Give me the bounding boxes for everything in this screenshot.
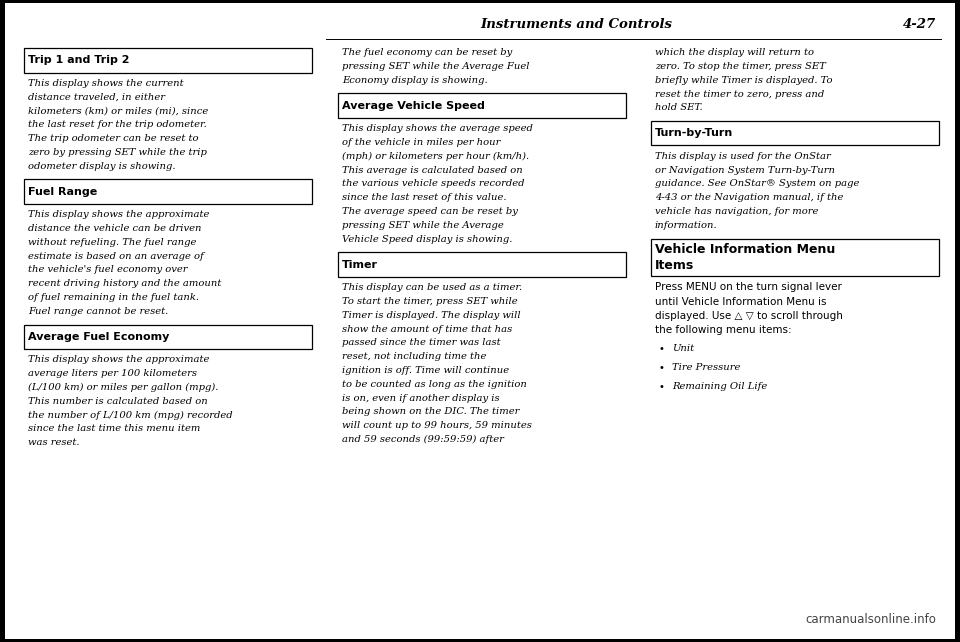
Text: Economy display is showing.: Economy display is showing. (342, 76, 488, 85)
Text: being shown on the DIC. The timer: being shown on the DIC. The timer (342, 407, 519, 417)
Text: This display is used for the OnStar: This display is used for the OnStar (655, 152, 830, 161)
Text: estimate is based on an average of: estimate is based on an average of (28, 252, 204, 261)
Text: Press MENU on the turn signal lever: Press MENU on the turn signal lever (655, 282, 842, 292)
Text: Vehicle Speed display is showing.: Vehicle Speed display is showing. (342, 234, 512, 244)
Text: average liters per 100 kilometers: average liters per 100 kilometers (28, 369, 197, 378)
Text: This display shows the approximate: This display shows the approximate (28, 355, 209, 365)
Text: briefly while Timer is displayed. To: briefly while Timer is displayed. To (655, 76, 832, 85)
Text: Average Vehicle Speed: Average Vehicle Speed (342, 101, 485, 110)
Text: recent driving history and the amount: recent driving history and the amount (28, 279, 221, 288)
Text: 4-27: 4-27 (902, 18, 936, 31)
Text: This number is calculated based on: This number is calculated based on (28, 397, 207, 406)
Text: Fuel range cannot be reset.: Fuel range cannot be reset. (28, 307, 168, 316)
Text: the various vehicle speeds recorded: the various vehicle speeds recorded (342, 179, 524, 189)
Text: the number of L/100 km (mpg) recorded: the number of L/100 km (mpg) recorded (28, 410, 232, 420)
Text: Fuel Range: Fuel Range (28, 187, 97, 196)
Text: displayed. Use △ ▽ to scroll through: displayed. Use △ ▽ to scroll through (655, 311, 843, 321)
FancyBboxPatch shape (651, 121, 939, 145)
Text: the last reset for the trip odometer.: the last reset for the trip odometer. (28, 120, 206, 130)
Text: Turn-by-Turn: Turn-by-Turn (655, 128, 733, 138)
Text: pressing SET while the Average Fuel: pressing SET while the Average Fuel (342, 62, 529, 71)
Text: To start the timer, press SET while: To start the timer, press SET while (342, 297, 517, 306)
Text: Timer: Timer (342, 259, 377, 270)
Text: Items: Items (655, 259, 694, 272)
Text: carmanualsonline.info: carmanualsonline.info (805, 613, 936, 626)
Text: reset, not including time the: reset, not including time the (342, 352, 486, 361)
Text: pressing SET while the Average: pressing SET while the Average (342, 221, 503, 230)
Text: The average speed can be reset by: The average speed can be reset by (342, 207, 517, 216)
Text: and 59 seconds (99:59:59) after: and 59 seconds (99:59:59) after (342, 435, 504, 444)
Text: •: • (659, 382, 664, 392)
Text: hold SET.: hold SET. (655, 103, 703, 112)
FancyBboxPatch shape (5, 3, 955, 639)
Text: Trip 1 and Trip 2: Trip 1 and Trip 2 (28, 55, 130, 65)
Text: Unit: Unit (672, 343, 694, 353)
Text: distance traveled, in either: distance traveled, in either (28, 93, 165, 102)
Text: to be counted as long as the ignition: to be counted as long as the ignition (342, 379, 527, 389)
Text: is on, even if another display is: is on, even if another display is (342, 394, 499, 403)
Text: •: • (659, 363, 664, 373)
Text: of the vehicle in miles per hour: of the vehicle in miles per hour (342, 138, 500, 147)
FancyBboxPatch shape (338, 252, 626, 277)
Text: The fuel economy can be reset by: The fuel economy can be reset by (342, 48, 512, 57)
Text: Timer is displayed. The display will: Timer is displayed. The display will (342, 311, 520, 320)
Text: ignition is off. Time will continue: ignition is off. Time will continue (342, 366, 509, 375)
Text: Tire Pressure: Tire Pressure (672, 363, 740, 372)
Text: 4-43 or the Navigation manual, if the: 4-43 or the Navigation manual, if the (655, 193, 843, 202)
Text: Remaining Oil Life: Remaining Oil Life (672, 382, 767, 392)
Text: •: • (659, 343, 664, 354)
Text: will count up to 99 hours, 59 minutes: will count up to 99 hours, 59 minutes (342, 421, 532, 430)
Text: was reset.: was reset. (28, 438, 80, 447)
Text: or Navigation System Turn-by-Turn: or Navigation System Turn-by-Turn (655, 166, 835, 175)
Text: guidance. See OnStar® System on page: guidance. See OnStar® System on page (655, 179, 859, 189)
Text: (L/100 km) or miles per gallon (mpg).: (L/100 km) or miles per gallon (mpg). (28, 383, 218, 392)
Text: vehicle has navigation, for more: vehicle has navigation, for more (655, 207, 818, 216)
Text: since the last time this menu item: since the last time this menu item (28, 424, 201, 433)
Text: which the display will return to: which the display will return to (655, 48, 814, 57)
Text: Vehicle Information Menu: Vehicle Information Menu (655, 243, 835, 256)
Text: of fuel remaining in the fuel tank.: of fuel remaining in the fuel tank. (28, 293, 199, 302)
Text: show the amount of time that has: show the amount of time that has (342, 324, 512, 334)
Text: reset the timer to zero, press and: reset the timer to zero, press and (655, 89, 824, 99)
Text: odometer display is showing.: odometer display is showing. (28, 162, 176, 171)
Text: without refueling. The fuel range: without refueling. The fuel range (28, 238, 196, 247)
Text: information.: information. (655, 221, 717, 230)
Text: the vehicle's fuel economy over: the vehicle's fuel economy over (28, 265, 187, 275)
Text: This display shows the approximate: This display shows the approximate (28, 210, 209, 220)
Text: This display shows the average speed: This display shows the average speed (342, 125, 533, 134)
FancyBboxPatch shape (338, 93, 626, 117)
FancyBboxPatch shape (24, 324, 312, 349)
Text: This display can be used as a timer.: This display can be used as a timer. (342, 283, 522, 292)
Text: This display shows the current: This display shows the current (28, 79, 183, 88)
Text: distance the vehicle can be driven: distance the vehicle can be driven (28, 224, 202, 233)
FancyBboxPatch shape (651, 238, 939, 275)
Text: zero by pressing SET while the trip: zero by pressing SET while the trip (28, 148, 206, 157)
FancyBboxPatch shape (24, 179, 312, 204)
FancyBboxPatch shape (24, 48, 312, 73)
Text: kilometers (km) or miles (mi), since: kilometers (km) or miles (mi), since (28, 107, 208, 116)
Text: passed since the timer was last: passed since the timer was last (342, 338, 500, 347)
Text: Average Fuel Economy: Average Fuel Economy (28, 332, 169, 342)
Text: zero. To stop the timer, press SET: zero. To stop the timer, press SET (655, 62, 826, 71)
Text: The trip odometer can be reset to: The trip odometer can be reset to (28, 134, 199, 143)
Text: Instruments and Controls: Instruments and Controls (480, 18, 672, 31)
Text: until Vehicle Information Menu is: until Vehicle Information Menu is (655, 297, 827, 307)
Text: (mph) or kilometers per hour (km/h).: (mph) or kilometers per hour (km/h). (342, 152, 529, 161)
Text: since the last reset of this value.: since the last reset of this value. (342, 193, 506, 202)
Text: This average is calculated based on: This average is calculated based on (342, 166, 522, 175)
Text: the following menu items:: the following menu items: (655, 325, 791, 336)
